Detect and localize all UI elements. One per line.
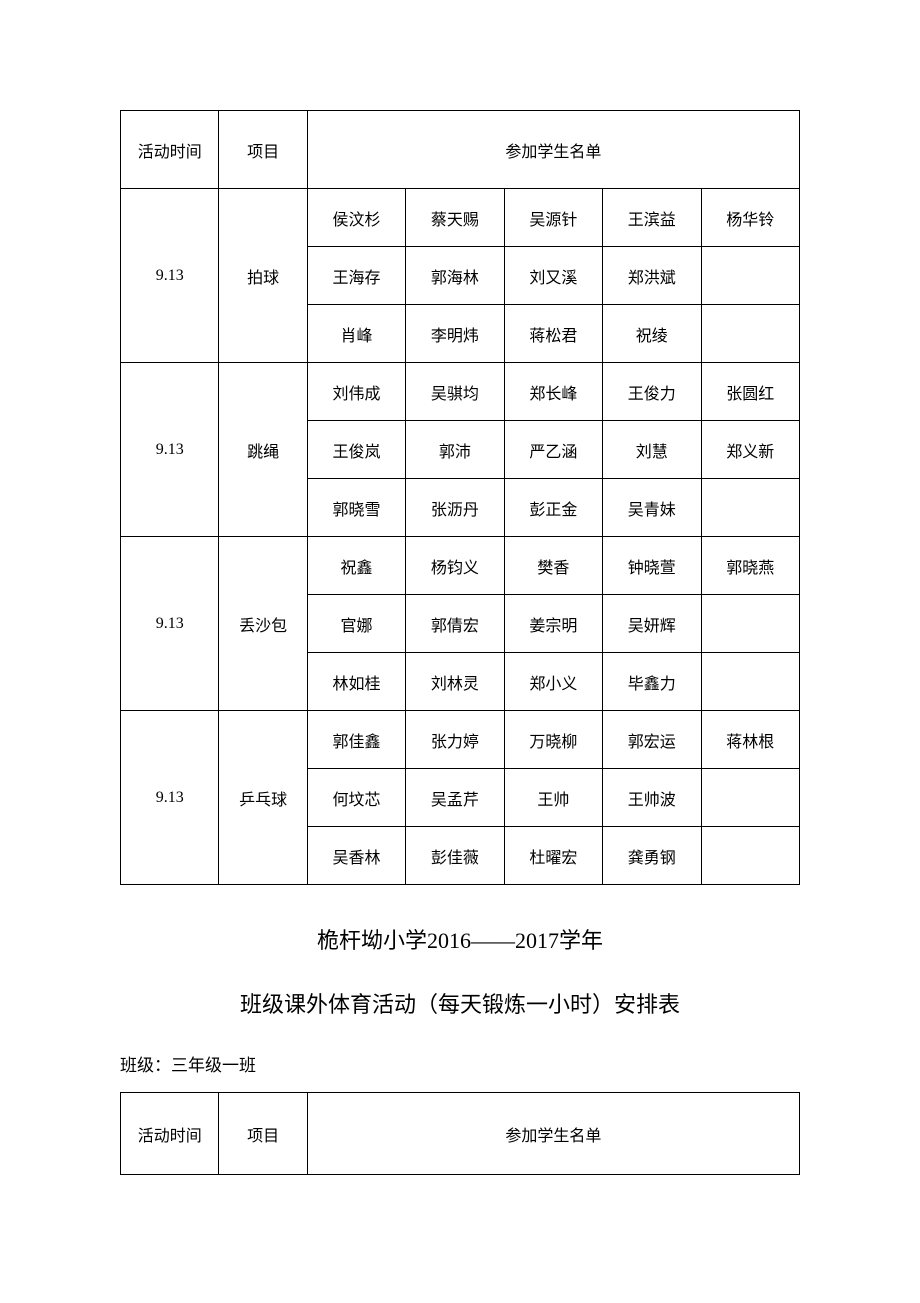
cell-student [701, 305, 799, 363]
cell-student: 蒋松君 [504, 305, 602, 363]
cell-student: 刘又溪 [504, 247, 602, 305]
cell-student: 王俊岚 [307, 421, 405, 479]
cell-student: 钟晓萱 [603, 537, 701, 595]
cell-student: 杜曜宏 [504, 827, 602, 885]
cell-student: 祝绫 [603, 305, 701, 363]
cell-student: 王帅波 [603, 769, 701, 827]
cell-time: 9.13 [121, 537, 219, 711]
cell-student: 刘伟成 [307, 363, 405, 421]
header-students: 参加学生名单 [307, 111, 799, 189]
cell-student: 郑长峰 [504, 363, 602, 421]
table-row: 9.13丢沙包祝鑫杨钧义樊香钟晓萱郭晓燕 [121, 537, 800, 595]
cell-student [701, 479, 799, 537]
cell-student: 何坟芯 [307, 769, 405, 827]
cell-student: 林如桂 [307, 653, 405, 711]
cell-student [701, 247, 799, 305]
class-label: 班级：三年级一班 [120, 1051, 800, 1076]
cell-student: 张力婷 [406, 711, 504, 769]
cell-time: 9.13 [121, 711, 219, 885]
table-row: 9.13跳绳刘伟成吴骐均郑长峰王俊力张圆红 [121, 363, 800, 421]
header-time: 活动时间 [121, 111, 219, 189]
cell-student: 郭海林 [406, 247, 504, 305]
cell-time: 9.13 [121, 189, 219, 363]
table-header-row: 活动时间 项目 参加学生名单 [121, 1093, 800, 1175]
cell-student: 吴青妹 [603, 479, 701, 537]
cell-student: 侯汶杉 [307, 189, 405, 247]
cell-project: 跳绳 [219, 363, 307, 537]
cell-student: 吴妍辉 [603, 595, 701, 653]
header-time: 活动时间 [121, 1093, 219, 1175]
cell-student: 杨钧义 [406, 537, 504, 595]
header-students: 参加学生名单 [307, 1093, 799, 1175]
cell-student: 祝鑫 [307, 537, 405, 595]
table-header-row: 活动时间项目参加学生名单 [121, 111, 800, 189]
cell-student [701, 595, 799, 653]
cell-student: 蒋林根 [701, 711, 799, 769]
cell-student [701, 827, 799, 885]
cell-student: 刘林灵 [406, 653, 504, 711]
cell-student: 严乙涵 [504, 421, 602, 479]
cell-student: 郭沛 [406, 421, 504, 479]
table-row: 9.13乒乓球郭佳鑫张力婷万晓柳郭宏运蒋林根 [121, 711, 800, 769]
page-title-sub: 班级课外体育活动（每天锻炼一小时）安排表 [120, 987, 800, 1019]
cell-student: 彭佳薇 [406, 827, 504, 885]
cell-student: 郑洪斌 [603, 247, 701, 305]
cell-student: 郭倩宏 [406, 595, 504, 653]
cell-student: 肖峰 [307, 305, 405, 363]
cell-student: 吴香林 [307, 827, 405, 885]
cell-student: 彭正金 [504, 479, 602, 537]
cell-student: 蔡天赐 [406, 189, 504, 247]
cell-student: 王滨益 [603, 189, 701, 247]
schedule-table-1: 活动时间项目参加学生名单9.13拍球侯汶杉蔡天赐吴源针王滨益杨华铃王海存郭海林刘… [120, 110, 800, 885]
schedule-table-2: 活动时间 项目 参加学生名单 [120, 1092, 800, 1175]
cell-student: 王海存 [307, 247, 405, 305]
cell-student: 毕鑫力 [603, 653, 701, 711]
header-project: 项目 [219, 1093, 307, 1175]
cell-student: 龚勇钢 [603, 827, 701, 885]
cell-student: 郑小义 [504, 653, 602, 711]
cell-student [701, 653, 799, 711]
cell-student: 李明炜 [406, 305, 504, 363]
cell-student: 郭晓雪 [307, 479, 405, 537]
cell-student: 刘慧 [603, 421, 701, 479]
cell-student: 万晓柳 [504, 711, 602, 769]
cell-student: 郭宏运 [603, 711, 701, 769]
cell-student: 郭晓燕 [701, 537, 799, 595]
cell-student: 吴源针 [504, 189, 602, 247]
cell-student: 官娜 [307, 595, 405, 653]
cell-time: 9.13 [121, 363, 219, 537]
cell-student: 张圆红 [701, 363, 799, 421]
header-project: 项目 [219, 111, 307, 189]
cell-student: 吴骐均 [406, 363, 504, 421]
page-title-main: 桅杆坳小学2016——2017学年 [120, 923, 800, 955]
cell-student: 樊香 [504, 537, 602, 595]
cell-student: 杨华铃 [701, 189, 799, 247]
cell-project: 乒乓球 [219, 711, 307, 885]
cell-student: 张沥丹 [406, 479, 504, 537]
cell-project: 丢沙包 [219, 537, 307, 711]
cell-student: 郭佳鑫 [307, 711, 405, 769]
cell-student: 吴孟芹 [406, 769, 504, 827]
table-row: 9.13拍球侯汶杉蔡天赐吴源针王滨益杨华铃 [121, 189, 800, 247]
cell-student: 王俊力 [603, 363, 701, 421]
cell-project: 拍球 [219, 189, 307, 363]
cell-student [701, 769, 799, 827]
cell-student: 姜宗明 [504, 595, 602, 653]
cell-student: 王帅 [504, 769, 602, 827]
cell-student: 郑义新 [701, 421, 799, 479]
